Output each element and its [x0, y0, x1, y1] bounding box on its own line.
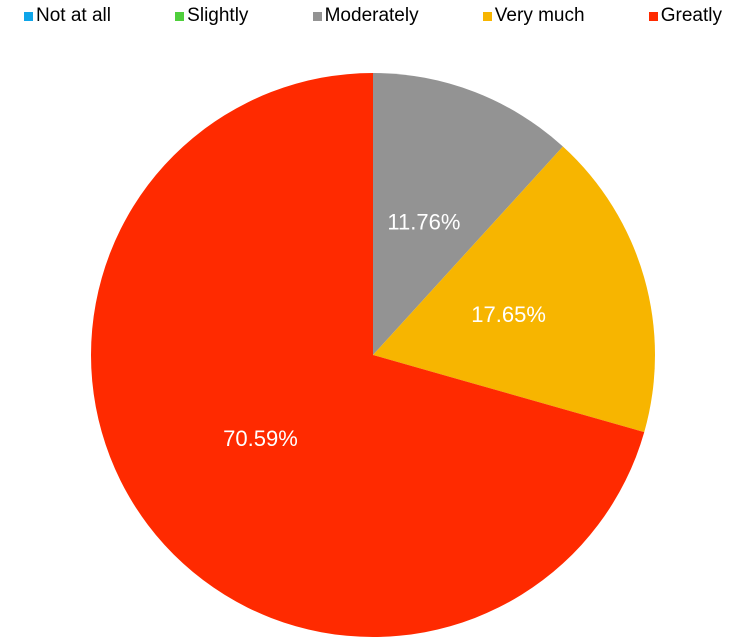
legend-label: Not at all [36, 5, 111, 26]
legend-label: Slightly [187, 5, 249, 26]
legend-label: Moderately [324, 5, 419, 26]
pie-slice [373, 73, 563, 355]
legend-swatch [482, 11, 492, 21]
pie-slice [90, 73, 645, 637]
legend-swatch [648, 11, 658, 21]
legend: Not at all Slightly Moderately Very much Gre… [24, 4, 722, 28]
data-label: 11.76% [387, 209, 460, 234]
legend-label: Very much [494, 5, 585, 26]
legend-item: Greatly [648, 5, 722, 27]
legend-swatch [24, 11, 33, 21]
legend-item: Moderately [312, 5, 419, 27]
legend-item: Slightly [175, 5, 248, 27]
pie-slice [373, 146, 655, 433]
legend-swatch [175, 11, 185, 21]
legend-swatch [312, 11, 322, 21]
legend-label: Greatly [660, 5, 722, 26]
legend-item: Very much [482, 5, 585, 27]
data-label: 70.59% [223, 426, 298, 451]
data-label: 17.65% [471, 302, 546, 327]
legend-item: Not at all [24, 5, 111, 27]
